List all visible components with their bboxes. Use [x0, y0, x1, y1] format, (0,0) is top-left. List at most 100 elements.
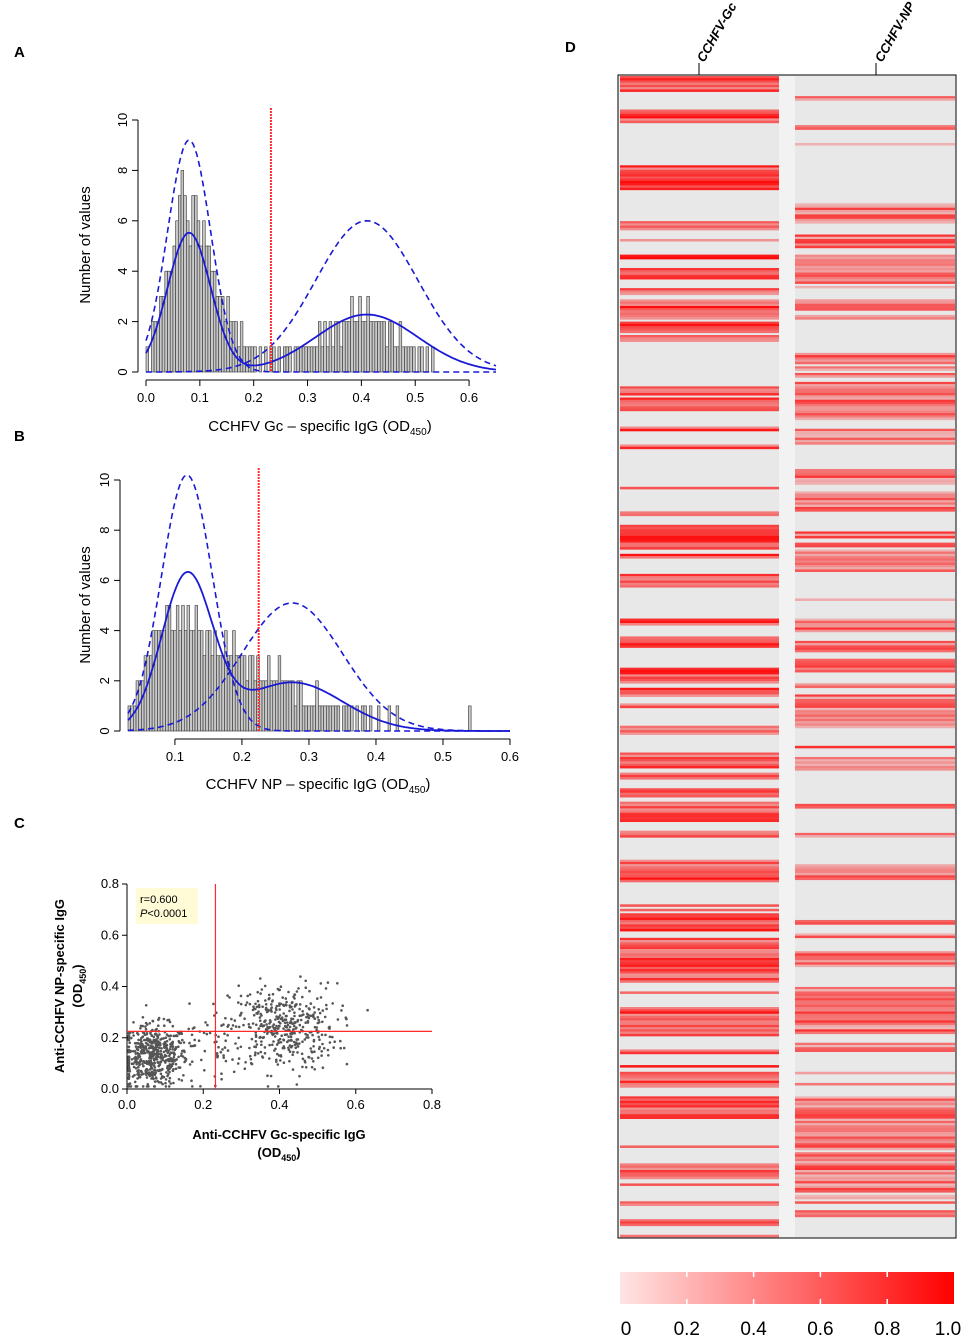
heatmap-cell-gc: [620, 183, 779, 186]
heatmap-cell-np: [795, 406, 955, 409]
heatmap-cell-np: [795, 272, 955, 276]
fit-total-line: [145, 231, 497, 371]
scatter-point: [286, 1023, 290, 1027]
histogram-bar: [253, 346, 257, 373]
heatmap-cell-gc: [620, 272, 779, 276]
scatter-point: [298, 1042, 301, 1045]
scatter-point: [155, 1055, 158, 1059]
heatmap-cell-gc: [620, 256, 779, 260]
histogram-bar: [146, 655, 150, 732]
scatter-point: [312, 1038, 316, 1042]
scatter-point: [269, 1008, 273, 1011]
heatmap-cell-np: [795, 1201, 955, 1204]
heatmap-cell-np: [795, 437, 955, 441]
histogram-bar: [285, 680, 290, 732]
scatter-point: [312, 1015, 315, 1019]
scatter-point: [304, 1021, 308, 1024]
x-tick-label: 0.6: [460, 390, 478, 405]
histogram-bar: [412, 346, 416, 373]
y-tick-label: 6: [97, 577, 112, 584]
scatter-point: [162, 1017, 166, 1021]
scatter-point: [127, 1082, 131, 1086]
heatmap-cell-gc: [620, 167, 779, 171]
scatter-point: [301, 1025, 305, 1029]
scatter-point: [230, 1027, 233, 1031]
heatmap-cell-np: [795, 933, 955, 936]
heatmap-cell-np: [795, 473, 955, 476]
panel-label-d: D: [565, 39, 576, 56]
scatter-point: [271, 992, 275, 996]
heatmap-cell-gc: [620, 221, 779, 224]
scatter-point: [282, 1061, 286, 1064]
scatter-point: [264, 1003, 268, 1006]
scatter-point: [271, 1000, 274, 1003]
scatter-point: [333, 1040, 337, 1043]
scatter-point: [279, 1041, 283, 1044]
heatmap-cell-gc: [620, 687, 779, 691]
heatmap-cell-gc: [620, 640, 779, 644]
scatter-point: [148, 1072, 151, 1076]
stat-r: r=0.600: [140, 894, 178, 906]
heatmap-cell-gc: [620, 942, 779, 945]
heatmap-cell-gc: [620, 819, 779, 823]
heatmap-cell-np: [795, 314, 955, 318]
scatter-point: [316, 997, 319, 1000]
histogram-bar: [425, 346, 429, 373]
scatter-point: [188, 1041, 191, 1045]
heatmap-cell-np: [795, 698, 955, 702]
scatter-xlabel-unit: (OD450): [257, 1145, 300, 1163]
heatmap-cell-np: [795, 756, 955, 760]
scatter-point: [202, 1031, 206, 1035]
heatmap-cell-gc: [620, 694, 779, 697]
heatmap-cell-np: [795, 667, 955, 671]
heatmap-cell-gc: [620, 426, 779, 430]
scatter-point: [158, 1063, 161, 1067]
heatmap-cell-gc: [620, 109, 779, 113]
heatmap-cell-gc: [620, 1080, 779, 1084]
heatmap-cell-gc: [620, 1100, 779, 1104]
scatter-point: [137, 1075, 141, 1079]
heatmap: [617, 63, 957, 1239]
scatter-point: [268, 1019, 272, 1022]
histogram-bar: [167, 605, 172, 732]
heatmap-cell-np: [795, 1027, 955, 1030]
scatter-point: [283, 1033, 287, 1036]
heatmap-cell-np: [795, 1165, 955, 1169]
heatmap-cell-np: [795, 1127, 955, 1131]
scatter-point: [312, 1006, 316, 1009]
heatmap-cell-gc: [620, 180, 779, 184]
histogram-bar: [141, 680, 145, 732]
scatter-point: [323, 1015, 327, 1019]
heatmap-cell-gc: [620, 317, 779, 320]
scatter-point: [258, 1019, 262, 1022]
scatter-point: [293, 1014, 296, 1018]
scatter-point: [283, 1024, 287, 1028]
heatmap-cell-gc: [620, 794, 779, 798]
heatmap-cell-gc: [620, 913, 779, 916]
heatmap-cell-np: [795, 1138, 955, 1142]
heatmap-cell-gc: [620, 623, 779, 626]
heatmap-cell-np: [795, 245, 955, 249]
heatmap-cell-gc: [620, 1029, 779, 1032]
scatter-point: [313, 1025, 317, 1029]
heatmap-cell-np: [795, 745, 955, 749]
heatmap-cell-gc: [620, 803, 779, 807]
scatter-point: [304, 979, 308, 983]
scatter-point: [140, 1070, 143, 1074]
heatmap-cell-np: [795, 1103, 955, 1106]
scatter-point: [292, 995, 295, 998]
heatmap-cell-gc: [620, 87, 779, 90]
heatmap-cell-gc: [620, 223, 779, 226]
heatmap-cell-gc: [620, 1174, 779, 1178]
heatmap-cell-np: [795, 1002, 955, 1006]
scatter-point: [139, 1038, 142, 1042]
scatter-point: [287, 990, 290, 994]
scatter-point: [252, 1005, 255, 1008]
heatmap-cell-gc: [620, 274, 779, 278]
scatter-point: [172, 1068, 175, 1071]
x-tick-label: 0.1: [191, 390, 209, 405]
scatter-point: [274, 1018, 277, 1021]
scatter-point: [248, 993, 252, 996]
scatter-point: [287, 1035, 290, 1038]
heatmap-cell-np: [795, 1049, 955, 1052]
